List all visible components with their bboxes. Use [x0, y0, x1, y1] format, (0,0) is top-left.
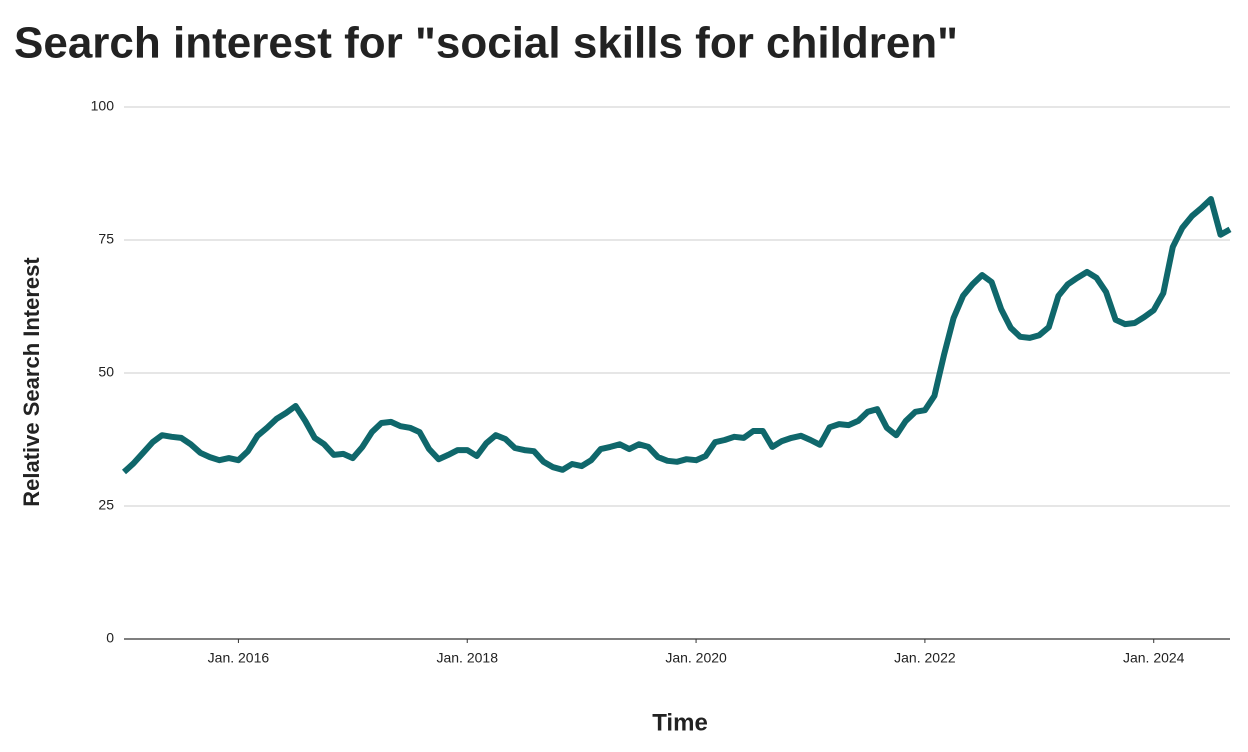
y-tick-label: 25 [98, 497, 114, 513]
y-axis-label: Relative Search Interest [19, 257, 44, 507]
x-tick-label: Jan. 2020 [665, 650, 727, 666]
x-tick-label: Jan. 2022 [894, 650, 956, 666]
line-series [121, 196, 1232, 475]
x-tick-label: Jan. 2024 [1123, 650, 1185, 666]
y-tick-label: 75 [98, 231, 114, 247]
x-tick-label: Jan. 2018 [436, 650, 498, 666]
y-tick-label: 0 [106, 630, 114, 646]
y-tick-label: 100 [91, 98, 115, 114]
x-axis-label: Time [652, 709, 708, 736]
y-tick-label: 50 [98, 364, 114, 380]
chart-title: Search interest for "social skills for c… [14, 19, 958, 68]
x-tick-label: Jan. 2016 [208, 650, 270, 666]
